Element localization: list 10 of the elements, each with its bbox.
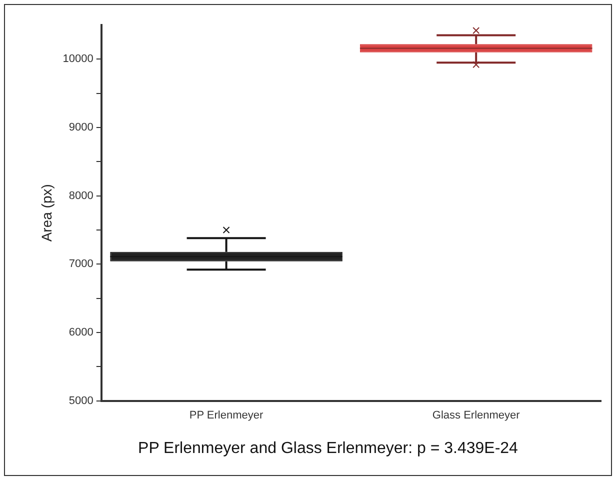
text: PP Erlenmeyer and Glass Erlenmeyer: p = 3.439E-24 xyxy=(138,440,518,457)
y-tick-label: 8000 xyxy=(68,190,94,202)
y-tick-label: 9000 xyxy=(68,122,94,134)
y-tick-label: 6000 xyxy=(68,326,94,339)
y-tick-label: 7000 xyxy=(68,258,94,270)
x-tick-label: PP Erlenmeyer xyxy=(189,409,264,422)
x-tick-label: Glass Erlenmeyer xyxy=(432,409,520,422)
y-tick-label: 10000 xyxy=(62,53,94,66)
y-tick-label: 5000 xyxy=(68,394,94,407)
y-axis-title: Area (px) xyxy=(38,184,54,242)
